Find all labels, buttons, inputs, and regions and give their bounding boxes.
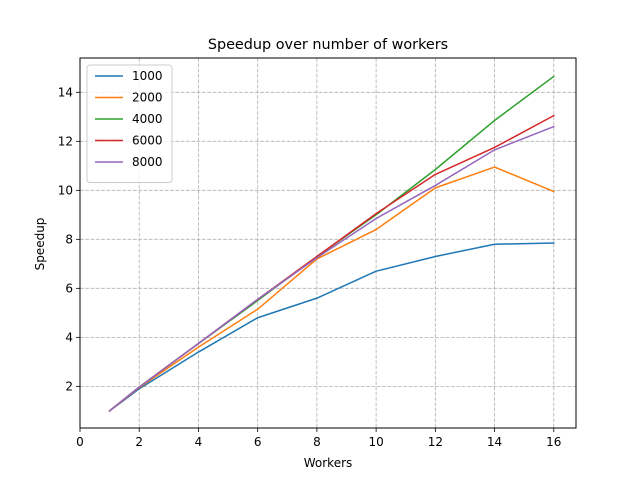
- legend-label: 4000: [132, 112, 163, 126]
- y-tick-label: 12: [58, 134, 73, 148]
- x-tick-label: 0: [76, 435, 84, 449]
- x-tick-label: 4: [195, 435, 203, 449]
- legend-label: 1000: [132, 69, 163, 83]
- x-tick-label: 14: [487, 435, 502, 449]
- x-tick-label: 12: [428, 435, 443, 449]
- chart-title: Speedup over number of workers: [208, 37, 448, 53]
- y-tick-label: 2: [65, 379, 73, 393]
- x-tick-label: 16: [546, 435, 561, 449]
- y-axis-label: Speedup: [33, 218, 47, 271]
- y-tick-label: 6: [65, 281, 73, 295]
- y-tick-label: 8: [65, 232, 73, 246]
- legend-label: 2000: [132, 91, 163, 105]
- x-tick-label: 2: [135, 435, 143, 449]
- series-line-1000: [110, 243, 554, 411]
- y-tick-label: 14: [58, 85, 73, 99]
- legend-label: 6000: [132, 134, 163, 148]
- x-axis-label: Workers: [304, 456, 353, 470]
- x-tick-label: 6: [254, 435, 262, 449]
- x-tick-label: 8: [313, 435, 321, 449]
- legend: 1000 2000 4000 6000 8000: [87, 65, 172, 183]
- series-lines: [110, 76, 554, 410]
- y-tick-label: 10: [58, 183, 73, 197]
- series-line-2000: [110, 167, 554, 411]
- x-tick-label: 10: [368, 435, 383, 449]
- y-tick-label: 4: [65, 330, 73, 344]
- legend-label: 8000: [132, 155, 163, 169]
